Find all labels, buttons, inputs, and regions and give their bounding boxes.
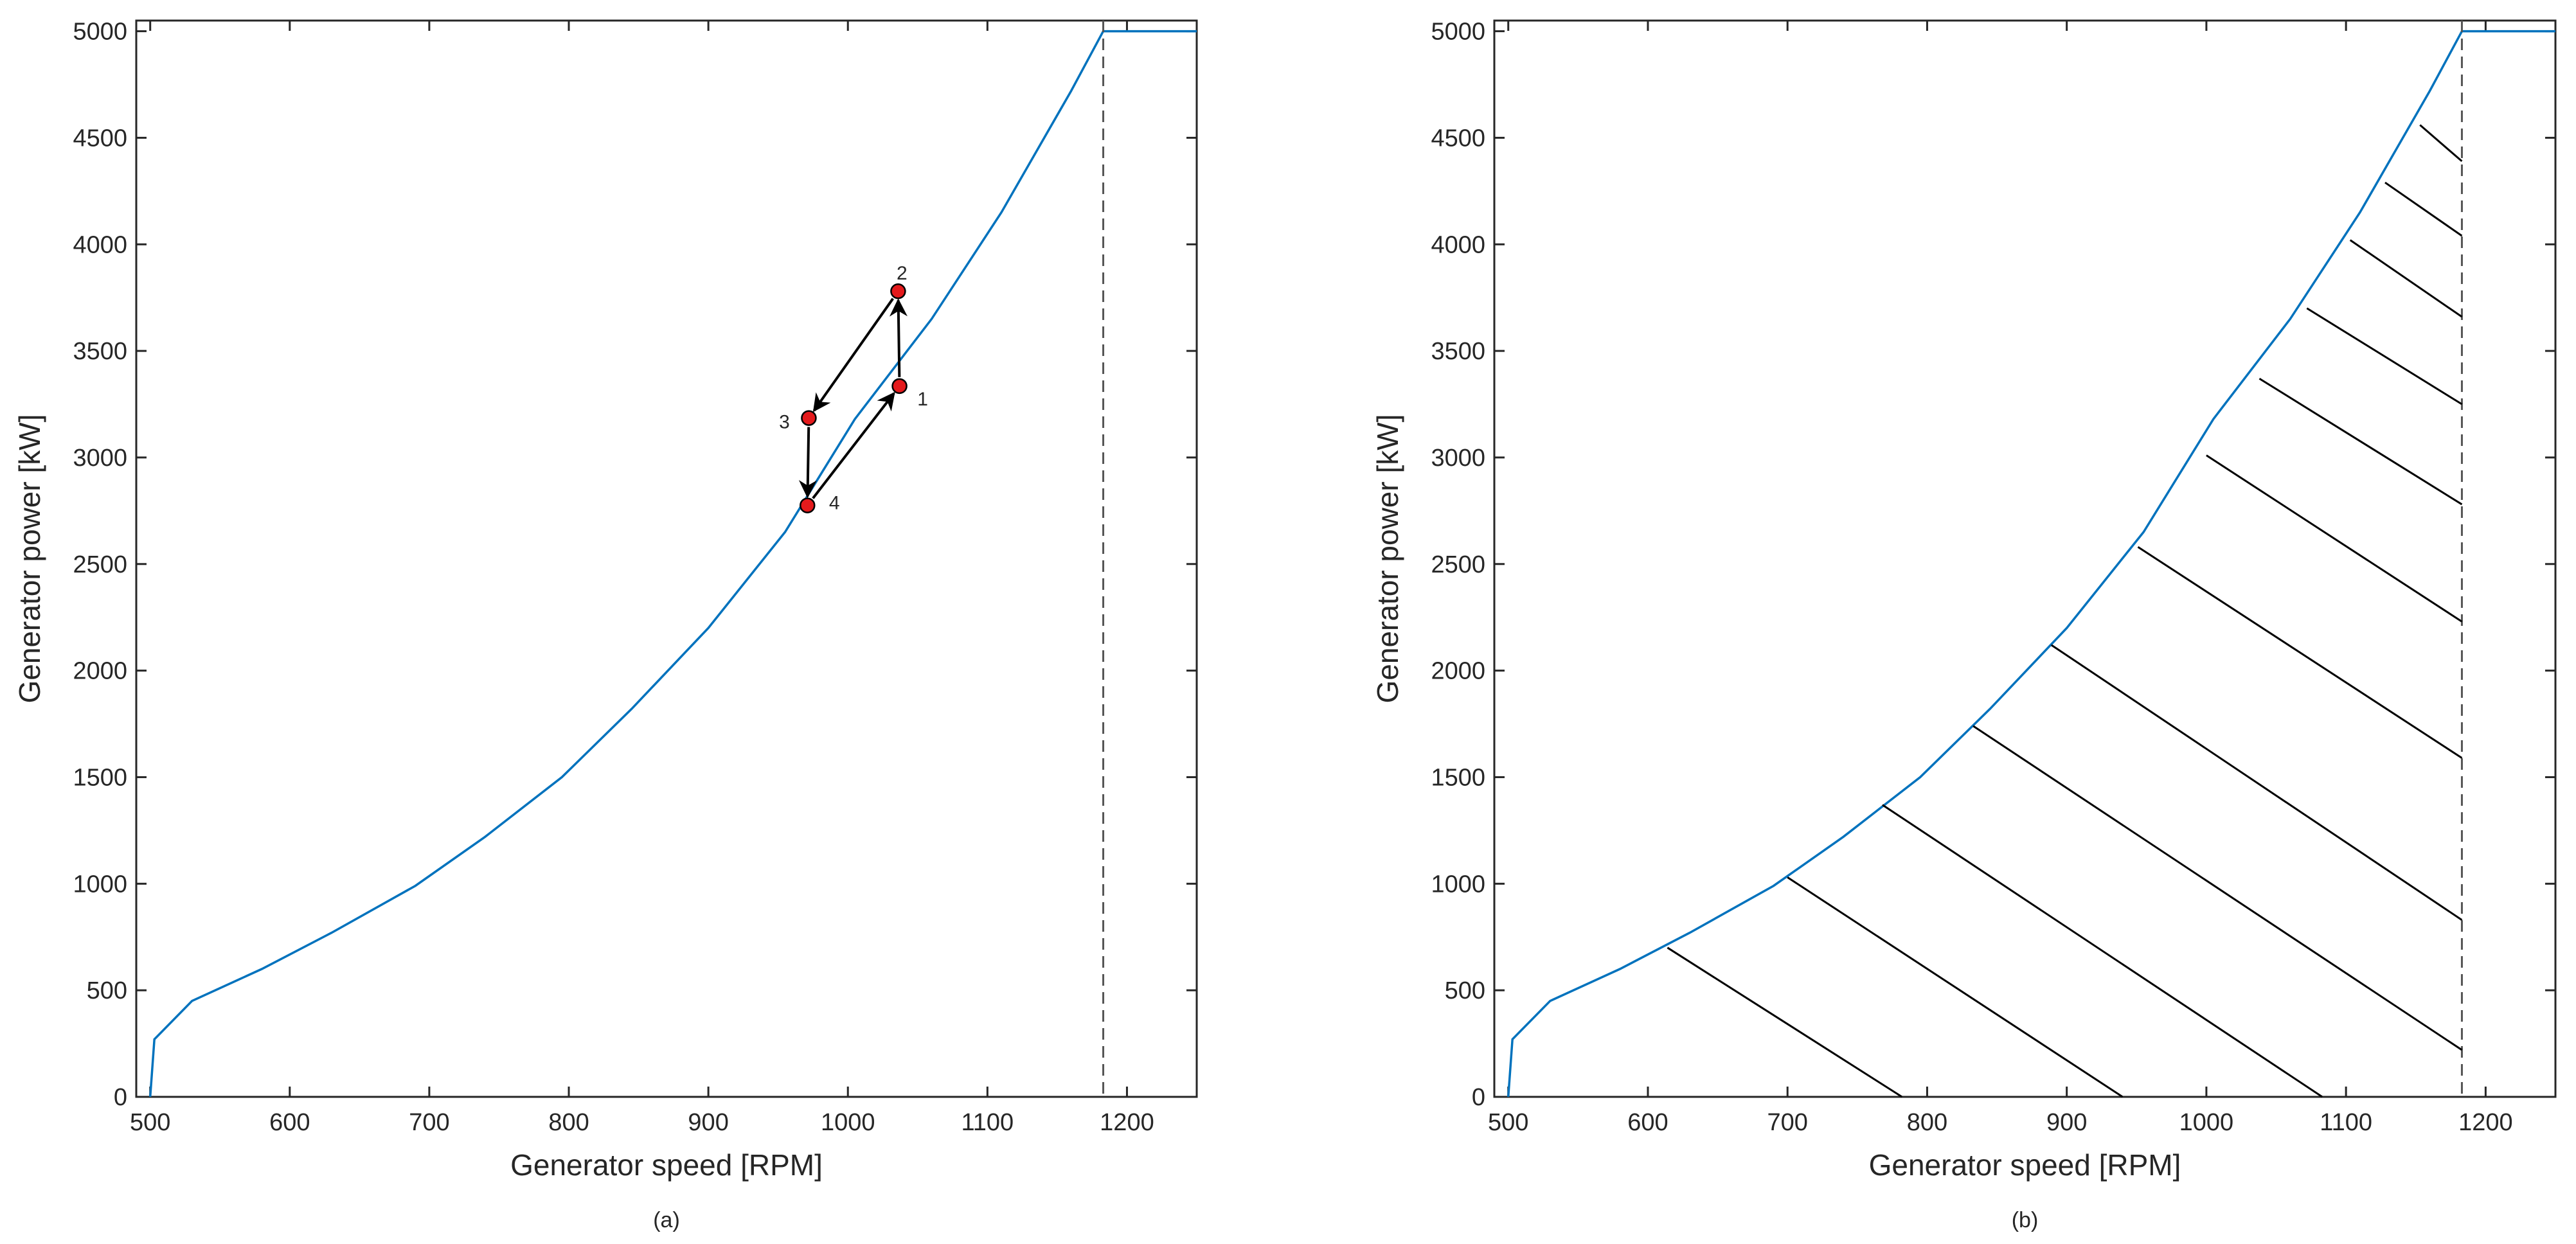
x-tick-group: 500 600 700 800 900 1000 1100 1200 (130, 21, 1154, 1136)
y-tick-label: 4000 (1431, 231, 1485, 258)
hatch-group (1667, 124, 2463, 1098)
arrow-2-to-3 (812, 298, 894, 413)
x-tick-label: 700 (1767, 1109, 1807, 1136)
y-tick-label: 500 (1445, 977, 1485, 1004)
hatch-line (1882, 804, 2323, 1098)
x-tick-label: 600 (269, 1109, 310, 1136)
hatch-line (2258, 377, 2463, 506)
x-tick-label: 700 (409, 1109, 449, 1136)
arrow-1-to-2 (889, 298, 908, 377)
x-tick-label: 500 (1488, 1109, 1528, 1136)
x-tick-group: 500 600 700 800 900 1000 1100 1200 (1488, 21, 2513, 1136)
x-tick-label: 1000 (2179, 1109, 2234, 1136)
y-tick-label: 500 (87, 977, 127, 1004)
hatch-line (2206, 454, 2463, 623)
operating-point-4 (800, 497, 816, 513)
x-tick-label: 800 (1907, 1109, 1947, 1136)
y-tick-label: 3000 (73, 445, 127, 472)
y-tick-label: 0 (114, 1084, 127, 1111)
hatch-line (1787, 876, 2124, 1098)
operating-point-1 (891, 378, 908, 395)
y-tick-label: 2500 (73, 551, 127, 578)
power-curve (1507, 30, 2555, 1097)
power-curve (148, 30, 1197, 1097)
y-tick-label: 1000 (1431, 871, 1485, 898)
hatch-line (2050, 644, 2463, 921)
point-label-4: 4 (829, 493, 840, 514)
caption: (b) (2012, 1208, 2039, 1232)
x-tick-label: 1200 (2458, 1109, 2513, 1136)
chart-b: 500 600 700 800 900 1000 1100 1200 050010001500… (1371, 19, 2557, 1232)
y-axis-label: Generator power [kW] (1371, 414, 1404, 704)
x-tick-label: 500 (130, 1109, 170, 1136)
y-tick-label: 1500 (73, 764, 127, 791)
hatch-line (2306, 307, 2463, 405)
y-tick-group: 0 500 1000 1500 2000 2500 3000 3500 4000 4500 5000 (1431, 19, 2555, 1111)
hatch-line (2137, 546, 2463, 759)
axes-box (1493, 19, 2557, 1098)
x-tick-label: 800 (548, 1109, 589, 1136)
x-tick-label: 1100 (961, 1109, 1014, 1136)
point-group: 1 2 3 4 (779, 263, 928, 513)
hatch-line (1972, 725, 2463, 1051)
x-tick-label: 900 (2046, 1109, 2087, 1136)
y-tick-label: 0 (1472, 1084, 1485, 1111)
hatch-line (2349, 239, 2463, 318)
x-tick-label: 600 (1627, 1109, 1668, 1136)
point-label-2: 2 (897, 263, 908, 284)
x-tick-label: 1100 (2320, 1109, 2372, 1136)
y-tick-label: 3000 (1431, 445, 1485, 472)
chart-a: 500 600 700 800 900 1000 1100 1200 050010001500… (13, 19, 1198, 1232)
y-tick-label: 5000 (73, 19, 127, 46)
point-label-1: 1 (917, 389, 928, 410)
hatch-line (2419, 124, 2463, 163)
x-tick-label: 1200 (1100, 1109, 1154, 1136)
y-axis-label: Generator power [kW] (13, 414, 46, 704)
hatch-line (1667, 946, 1903, 1098)
arrow-4-to-1 (812, 391, 895, 499)
x-tick-label: 1000 (821, 1109, 875, 1136)
arrow-3-to-4 (798, 427, 817, 499)
axes-box (135, 19, 1198, 1098)
y-tick-label: 2000 (1431, 658, 1485, 685)
hatch-line (2384, 181, 2463, 237)
y-tick-label: 2000 (73, 658, 127, 685)
y-tick-label: 1500 (1431, 764, 1485, 791)
x-axis-label: Generator speed [RPM] (510, 1148, 823, 1182)
point-label-3: 3 (779, 412, 790, 433)
caption: (a) (653, 1208, 680, 1232)
y-tick-group: 0 500 1000 1500 2000 2500 3000 3500 4000 4500 5000 (73, 19, 1197, 1111)
arrow-group (798, 298, 908, 499)
x-axis-label: Generator speed [RPM] (1869, 1148, 2181, 1182)
operating-point-2 (890, 283, 906, 299)
y-tick-label: 3500 (1431, 338, 1485, 365)
y-tick-label: 3500 (73, 338, 127, 365)
y-tick-label: 4500 (1431, 125, 1485, 152)
operating-point-3 (801, 410, 817, 426)
x-tick-label: 900 (688, 1109, 728, 1136)
y-tick-label: 4000 (73, 231, 127, 258)
y-tick-label: 2500 (1431, 551, 1485, 578)
y-tick-label: 1000 (73, 871, 127, 898)
y-tick-label: 4500 (73, 125, 127, 152)
y-tick-label: 5000 (1431, 19, 1485, 46)
